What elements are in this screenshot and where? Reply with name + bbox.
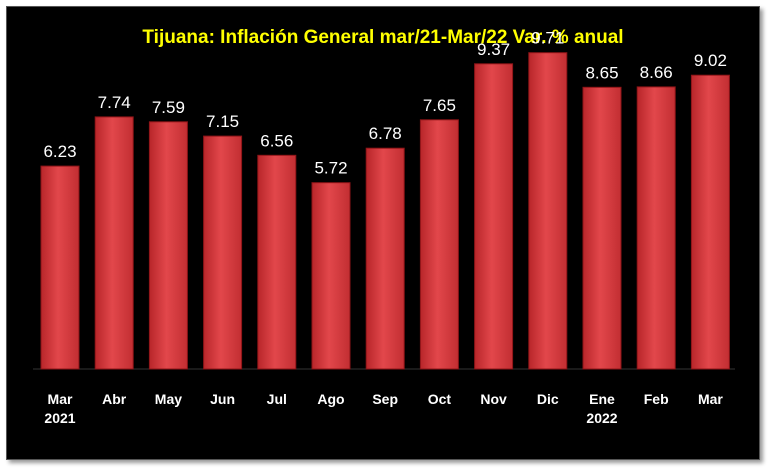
category-label-9: Dic bbox=[537, 391, 559, 407]
category-label-5: Ago bbox=[317, 391, 344, 407]
category-label-10-year: 2022 bbox=[586, 410, 617, 426]
bar-6 bbox=[365, 147, 405, 370]
category-label-2: May bbox=[155, 391, 182, 407]
bar-2 bbox=[148, 121, 188, 370]
bar-8 bbox=[474, 63, 514, 370]
data-label-3: 7.15 bbox=[206, 112, 239, 131]
bar-chart: 6.23 Mar 2021 7.74 Abr 7.59 May 7.15 Jun 6.56 Jul 5… bbox=[33, 29, 735, 426]
category-label-3: Jun bbox=[210, 391, 235, 407]
bar-7 bbox=[419, 119, 459, 370]
category-label-1: Abr bbox=[102, 391, 127, 407]
data-label-7: 7.65 bbox=[423, 96, 456, 115]
data-label-6: 6.78 bbox=[369, 124, 402, 143]
bar-12 bbox=[690, 74, 730, 370]
data-label-5: 5.72 bbox=[314, 159, 347, 178]
bar-0 bbox=[40, 165, 80, 370]
bar-4 bbox=[257, 154, 297, 370]
category-label-8: Nov bbox=[480, 391, 507, 407]
bar-1 bbox=[94, 116, 134, 370]
category-label-12: Mar bbox=[698, 391, 723, 407]
data-label-4: 6.56 bbox=[260, 131, 293, 150]
data-label-2: 7.59 bbox=[152, 98, 185, 117]
bar-3 bbox=[203, 135, 243, 370]
bar-10 bbox=[582, 86, 622, 370]
data-label-8: 9.37 bbox=[477, 40, 510, 59]
bar-11 bbox=[636, 86, 676, 370]
bar-9 bbox=[528, 52, 568, 370]
category-label-10: Ene bbox=[589, 391, 615, 407]
category-label-11: Feb bbox=[644, 391, 669, 407]
data-label-1: 7.74 bbox=[98, 93, 131, 112]
data-label-11: 8.66 bbox=[640, 63, 673, 82]
category-label-0: Mar bbox=[48, 391, 73, 407]
data-label-9: 9.71 bbox=[531, 29, 564, 48]
category-label-6: Sep bbox=[372, 391, 398, 407]
data-label-0: 6.23 bbox=[43, 142, 76, 161]
data-label-10: 8.65 bbox=[585, 63, 618, 82]
chart-title: Tijuana: Inflación General mar/21-Mar/22… bbox=[142, 27, 624, 48]
category-label-4: Jul bbox=[267, 391, 287, 407]
chart-frame: Tijuana: Inflación General mar/21-Mar/22… bbox=[6, 6, 760, 460]
category-label-0-year: 2021 bbox=[44, 410, 75, 426]
bar-5 bbox=[311, 182, 351, 370]
data-label-12: 9.02 bbox=[694, 51, 727, 70]
category-label-7: Oct bbox=[428, 391, 452, 407]
